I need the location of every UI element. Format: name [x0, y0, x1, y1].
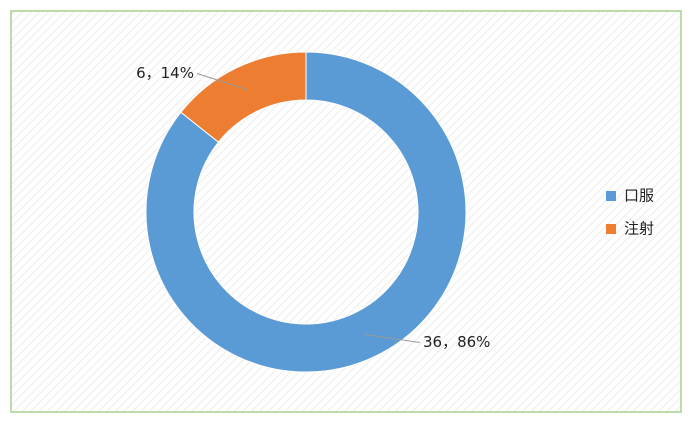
leader-line — [196, 72, 248, 90]
legend-swatch — [606, 191, 616, 201]
legend-label: 注射 — [624, 220, 654, 238]
donut-slice — [145, 51, 467, 373]
legend-label: 口服 — [624, 187, 654, 205]
legend-swatch — [606, 224, 616, 234]
leader-line — [364, 334, 421, 344]
donut-slice — [180, 51, 307, 143]
data-label: 6，14% — [136, 64, 194, 82]
data-label: 36，86% — [423, 333, 490, 351]
